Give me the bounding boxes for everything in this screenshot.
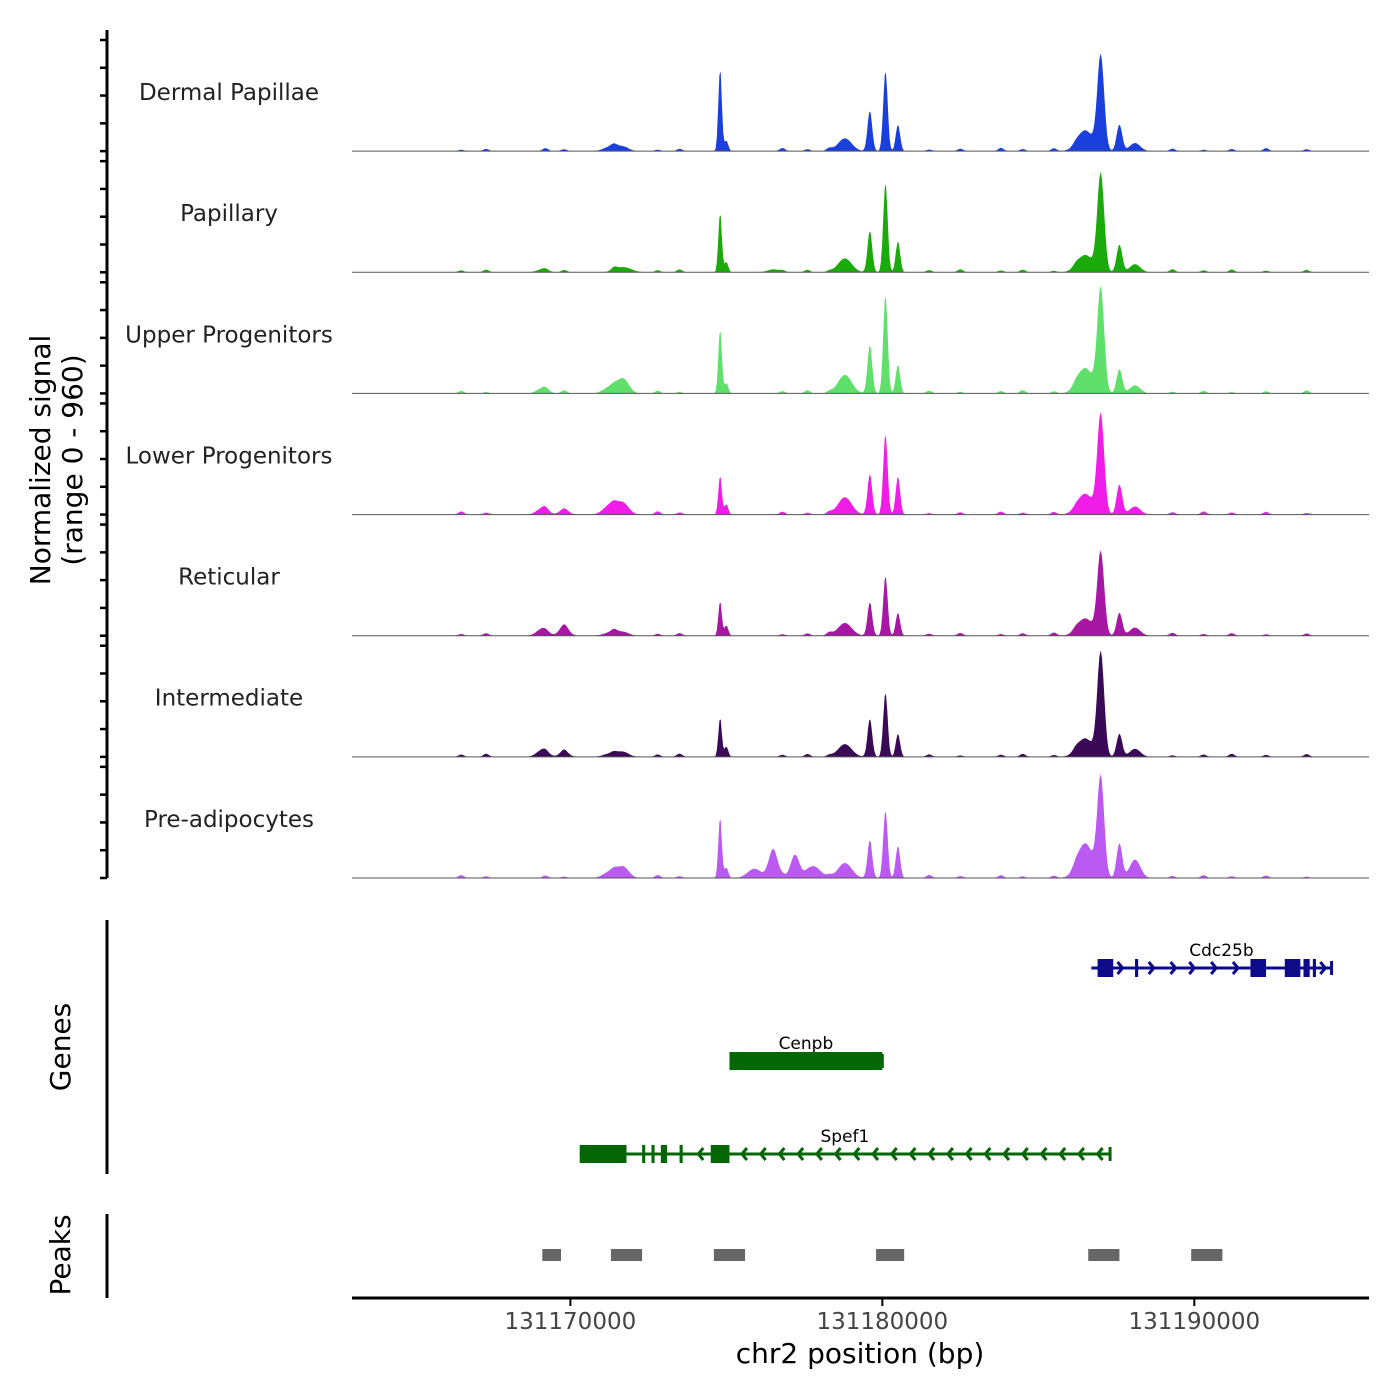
gene-exon	[579, 1145, 627, 1163]
x-axis-ticks: 131170000 131180000 131190000	[505, 1298, 1260, 1335]
track-label: Intermediate	[155, 686, 303, 712]
strand-arrow	[758, 1147, 767, 1161]
track-label: Reticular	[178, 565, 280, 591]
strand-arrow	[945, 1147, 955, 1161]
strand-arrow	[1095, 1147, 1104, 1161]
strand-arrow	[696, 1147, 705, 1161]
strand-arrow	[740, 1147, 749, 1161]
strand-arrow	[1076, 1147, 1086, 1161]
strand-arrow	[1147, 961, 1156, 975]
track-label: Lower Progenitors	[126, 443, 333, 469]
strand-arrow	[983, 1147, 992, 1161]
gene-spef1: Spef1	[579, 1127, 1112, 1163]
strand-arrow	[814, 1147, 823, 1161]
strand-arrow	[1116, 961, 1125, 975]
track-label: Papillary	[180, 201, 278, 227]
gene-exon	[679, 1145, 683, 1163]
peak-region	[876, 1249, 905, 1261]
gene-exon	[642, 1145, 646, 1163]
peaks-panel-label: Peaks	[44, 1214, 77, 1295]
gene-label: Cdc25b	[1189, 941, 1253, 961]
track-papillary: Papillary	[180, 171, 1369, 273]
track-dermal-papillae: Dermal Papillae	[139, 53, 1369, 152]
strand-arrow	[833, 1147, 842, 1161]
peak-region	[1088, 1249, 1120, 1261]
strand-arrow	[927, 1147, 936, 1161]
track-reticular: Reticular	[178, 550, 1369, 637]
gene-label: Cenpb	[779, 1034, 834, 1054]
strand-arrow	[1058, 1147, 1067, 1161]
track-label: Dermal Papillae	[139, 80, 319, 106]
gene-exon	[1097, 959, 1114, 977]
peak-regions	[542, 1249, 1223, 1261]
peak-region	[1191, 1249, 1223, 1261]
strand-arrow	[1209, 961, 1219, 975]
strand-arrow	[1188, 961, 1197, 975]
gene-exon	[1312, 959, 1316, 977]
coverage-area	[352, 550, 1369, 636]
strand-arrow	[1039, 1147, 1048, 1161]
gene-exon	[729, 1052, 883, 1070]
gene-exon	[651, 1145, 655, 1163]
strand-arrow	[796, 1147, 805, 1161]
track-pre-adipocytes: Pre-adipocytes	[144, 773, 1369, 879]
peak-region	[713, 1249, 746, 1261]
x-tick-label: 131180000	[816, 1309, 948, 1335]
x-tick-label: 131170000	[505, 1309, 637, 1335]
x-tick-label: 131190000	[1128, 1309, 1260, 1335]
y-axis-title-line1: Normalized signal	[24, 335, 57, 586]
coverage-area	[352, 412, 1369, 515]
peak-region	[542, 1249, 562, 1261]
strand-arrow	[1231, 961, 1240, 975]
strand-arrow	[908, 1147, 917, 1161]
y-axis-title-line2: (range 0 - 960)	[56, 354, 89, 565]
coverage-y-axis	[100, 30, 109, 880]
gene-cdc25b: Cdc25b	[1091, 941, 1334, 977]
x-axis-title: chr2 position (bp)	[736, 1337, 985, 1370]
coverage-area	[352, 285, 1369, 394]
gene-cenpb: Cenpb	[729, 1034, 884, 1070]
strand-arrow	[1002, 1147, 1011, 1161]
strand-arrow	[889, 1147, 898, 1161]
genes-panel-label: Genes	[44, 1003, 77, 1091]
coverage-area	[352, 773, 1369, 878]
strand-arrow	[777, 1147, 786, 1161]
coverage-area	[352, 53, 1369, 152]
gene-exon	[1303, 959, 1310, 977]
gene-annotations: Cdc25b Cenpb Spef1	[579, 941, 1334, 1163]
gene-label: Spef1	[820, 1127, 869, 1147]
gene-exon	[1284, 959, 1301, 977]
gene-exon	[710, 1145, 730, 1163]
gene-exon	[1250, 959, 1267, 977]
track-label: Upper Progenitors	[125, 322, 333, 348]
coverage-area	[352, 171, 1369, 273]
strand-arrow	[964, 1147, 973, 1161]
strand-arrow	[1169, 961, 1178, 975]
coverage-tracks: Dermal Papillae Papillary Upper Progenitor…	[125, 53, 1369, 879]
track-upper-progenitors: Upper Progenitors	[125, 285, 1369, 394]
strand-arrow	[1020, 1147, 1029, 1161]
gene-exon	[660, 1145, 668, 1163]
strand-arrow	[871, 1147, 880, 1161]
track-lower-progenitors: Lower Progenitors	[126, 412, 1369, 516]
peak-region	[610, 1249, 643, 1261]
strand-arrow	[1319, 961, 1328, 975]
track-label: Pre-adipocytes	[144, 807, 314, 833]
gene-exon	[1135, 959, 1139, 977]
track-intermediate: Intermediate	[155, 650, 1369, 758]
coverage-area	[352, 650, 1369, 757]
strand-arrow	[852, 1147, 861, 1161]
